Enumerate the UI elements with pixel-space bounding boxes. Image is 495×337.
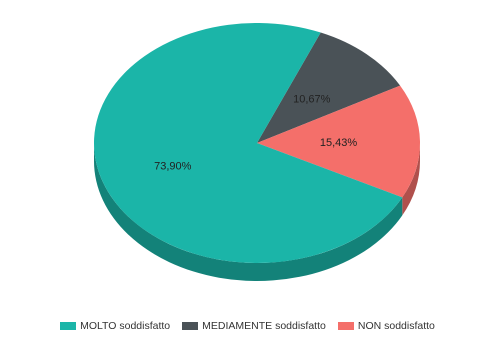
legend-swatch-molto <box>60 322 77 330</box>
pie-chart: 10,67% 15,43% 73,90% <box>94 22 420 281</box>
legend-item-non: NON soddisfatto <box>337 320 435 332</box>
pie-slice-molto <box>94 22 403 264</box>
legend-label-molto: MOLTO soddisfatto <box>80 320 171 332</box>
legend-swatch-non <box>337 322 354 330</box>
slice-label-molto: 73,90% <box>154 161 192 173</box>
legend-item-mediamente: MEDIAMENTE soddisfatto <box>182 320 326 332</box>
legend-item-molto: MOLTO soddisfatto <box>60 320 170 332</box>
pie-side-non <box>402 143 420 216</box>
pie-slice-non <box>257 85 420 198</box>
slice-label-non: 15,43% <box>320 137 358 149</box>
pie-slice-mediamente <box>257 32 401 144</box>
legend: MOLTO soddisfatto MEDIAMENTE soddisfatto… <box>0 320 495 332</box>
pie-side-molto <box>94 143 403 281</box>
slice-label-mediamente: 10,67% <box>293 94 331 106</box>
legend-label-non: NON soddisfatto <box>357 320 435 332</box>
legend-label-mediamente: MEDIAMENTE soddisfatto <box>202 320 326 332</box>
legend-swatch-mediamente <box>182 322 199 330</box>
